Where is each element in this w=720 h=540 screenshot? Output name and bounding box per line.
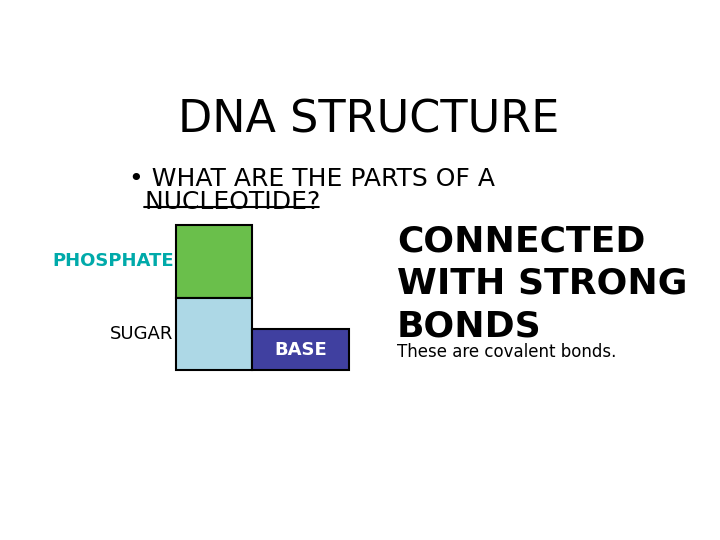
Bar <box>176 225 252 298</box>
Text: NUCLEOTIDE?: NUCLEOTIDE? <box>129 190 320 213</box>
Text: BASE: BASE <box>274 341 327 359</box>
Text: PHOSPHATE: PHOSPHATE <box>52 252 174 270</box>
Text: CONNECTED
WITH STRONG
BONDS: CONNECTED WITH STRONG BONDS <box>397 225 688 343</box>
Text: These are covalent bonds.: These are covalent bonds. <box>397 343 616 361</box>
Text: • WHAT ARE THE PARTS OF A: • WHAT ARE THE PARTS OF A <box>129 167 495 191</box>
Text: DNA STRUCTURE: DNA STRUCTURE <box>179 98 559 141</box>
Text: SUGAR: SUGAR <box>110 325 174 343</box>
Bar <box>252 329 349 370</box>
Bar <box>176 298 252 370</box>
